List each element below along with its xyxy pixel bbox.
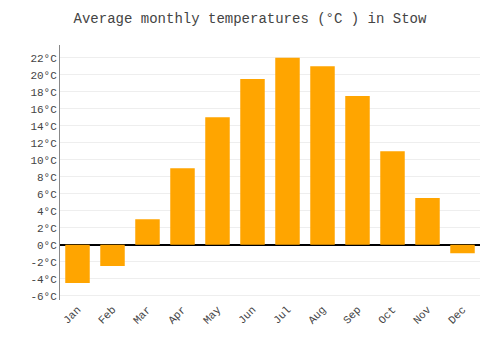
svg-text:-6°C: -6°C [30,291,57,303]
svg-text:12°C: 12°C [30,138,57,150]
svg-text:6°C: 6°C [37,189,57,201]
svg-text:Feb: Feb [96,304,118,326]
svg-text:Nov: Nov [411,304,434,327]
svg-text:18°C: 18°C [30,87,57,99]
svg-text:Jan: Jan [61,304,83,326]
svg-text:Average monthly temperatures (: Average monthly temperatures (°C ) in St… [74,11,427,27]
svg-text:22°C: 22°C [30,53,57,65]
svg-text:0°C: 0°C [37,240,57,252]
svg-text:May: May [201,304,224,327]
svg-text:10°C: 10°C [30,155,57,167]
svg-text:Jun: Jun [236,304,258,326]
svg-text:14°C: 14°C [30,121,57,133]
svg-text:20°C: 20°C [30,70,57,82]
svg-text:Aug: Aug [306,304,328,326]
svg-text:Oct: Oct [376,304,398,326]
svg-text:4°C: 4°C [37,206,57,218]
svg-text:16°C: 16°C [30,104,57,116]
svg-text:Sep: Sep [341,304,363,326]
svg-text:Dec: Dec [446,304,468,326]
svg-text:-2°C: -2°C [30,257,57,269]
svg-text:2°C: 2°C [37,223,57,235]
svg-text:Apr: Apr [166,304,188,326]
svg-text:Mar: Mar [131,304,153,326]
svg-text:Jul: Jul [271,304,293,326]
svg-text:-4°C: -4°C [30,274,57,286]
svg-text:8°C: 8°C [37,172,57,184]
